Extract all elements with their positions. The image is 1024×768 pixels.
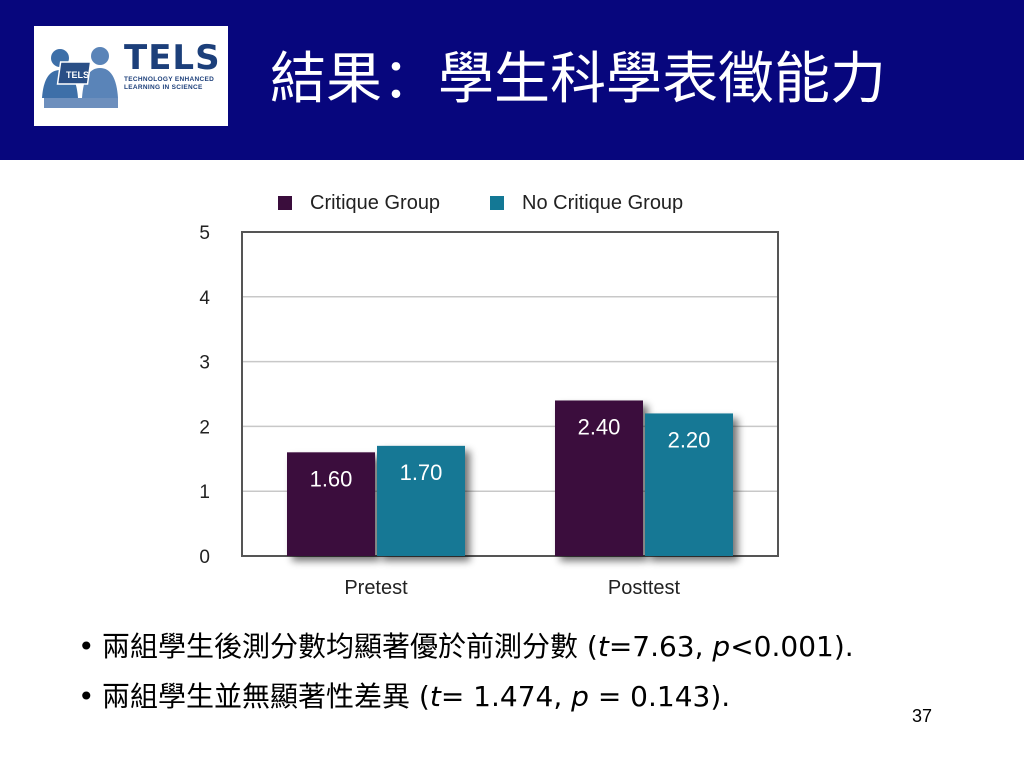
plot-border (241, 231, 779, 557)
y-tick-label: 1 (199, 482, 210, 503)
logo-wordmark: TELS TECHNOLOGY ENHANCED LEARNING IN SCI… (124, 40, 224, 92)
people-at-computer-icon: TELS (38, 38, 122, 114)
bullet-item: • 兩組學生後測分數均顯著優於前測分數 (t=7.63, p<0.001). (78, 622, 854, 672)
bar (555, 400, 643, 556)
y-tick-label: 4 (199, 288, 210, 309)
page-number: 37 (912, 706, 933, 726)
y-tick-label: 2 (199, 417, 210, 438)
bar-value-label: 1.60 (310, 466, 353, 491)
legend-label: No Critique Group (522, 192, 683, 214)
slide-title: 結果：學生科學表徵能力 (270, 47, 886, 112)
bar (645, 413, 733, 556)
bullet-dot: • (78, 680, 95, 713)
x-tick-label: Pretest (344, 577, 408, 599)
legend-swatch (278, 196, 292, 210)
logo-subtitle-2: LEARNING IN SCIENCE (124, 84, 203, 91)
y-tick-label: 3 (199, 353, 210, 374)
bar-value-label: 2.20 (668, 427, 711, 452)
bar-value-label: 2.40 (578, 414, 621, 439)
bullet-item: • 兩組學生並無顯著性差異 (t= 1.474, p = 0.143). (78, 672, 854, 722)
bar (377, 445, 465, 556)
title-bar: TELS TELS TECHNOLOGY ENHANCED LEARNING I… (0, 0, 1024, 160)
logo-subtitle-1: TECHNOLOGY ENHANCED (124, 76, 215, 83)
x-tick-label: Posttest (608, 577, 681, 599)
tels-logo: TELS TELS TECHNOLOGY ENHANCED LEARNING I… (34, 26, 228, 126)
logo-name: TELS (124, 38, 221, 78)
bar-value-label: 1.70 (400, 460, 443, 485)
legend-label: Critique Group (310, 192, 440, 214)
legend-swatch (490, 196, 504, 210)
bullet-dot: • (78, 630, 95, 663)
logo-badge-text: TELS (66, 70, 89, 80)
y-tick-label: 5 (199, 223, 210, 244)
bar (287, 452, 375, 556)
bar-chart: 0 1 2 3 4 5 Critique Group No Critique Group 1.6… (199, 192, 779, 599)
y-tick-label: 0 (199, 547, 210, 568)
bullet-list: • 兩組學生後測分數均顯著優於前測分數 (t=7.63, p<0.001). • 兩… (78, 622, 854, 722)
